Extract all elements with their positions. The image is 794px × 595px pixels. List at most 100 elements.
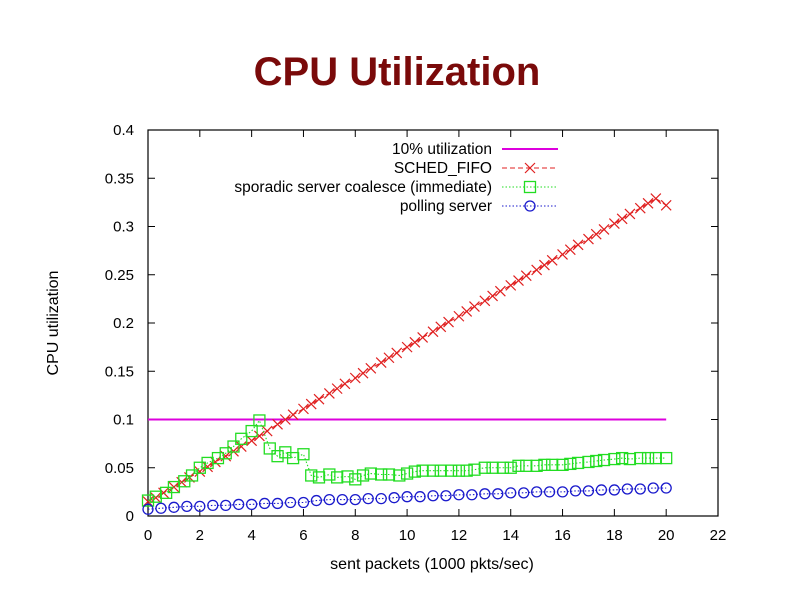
data-point bbox=[556, 486, 569, 498]
data-point bbox=[298, 403, 309, 415]
data-point bbox=[590, 454, 603, 468]
data-point bbox=[452, 464, 466, 477]
data-point bbox=[220, 499, 232, 512]
data-point bbox=[453, 310, 465, 322]
data-point bbox=[414, 491, 426, 503]
data-point bbox=[641, 451, 655, 465]
data-point bbox=[271, 450, 284, 463]
data-point bbox=[375, 357, 387, 368]
data-point bbox=[168, 501, 180, 513]
x-tick-label: 14 bbox=[502, 527, 519, 544]
data-point bbox=[513, 275, 524, 286]
data-point bbox=[608, 484, 621, 496]
data-point bbox=[297, 448, 310, 461]
data-point bbox=[287, 409, 299, 421]
data-point bbox=[443, 316, 454, 328]
series-1 bbox=[142, 193, 672, 507]
data-point bbox=[660, 482, 672, 494]
x-tick-label: 2 bbox=[196, 527, 204, 544]
series-line bbox=[147, 487, 667, 510]
data-point bbox=[323, 493, 336, 506]
data-point bbox=[253, 414, 266, 427]
data-point bbox=[479, 488, 491, 500]
data-point bbox=[543, 486, 556, 498]
data-point bbox=[582, 455, 595, 469]
data-point bbox=[388, 492, 400, 504]
legend-label: polling server bbox=[400, 198, 492, 215]
y-tick-label: 0.05 bbox=[105, 460, 134, 477]
data-point bbox=[427, 490, 439, 502]
data-point bbox=[194, 500, 206, 513]
data-point bbox=[323, 388, 335, 399]
y-tick-label: 0.4 bbox=[113, 122, 134, 139]
data-point bbox=[468, 463, 481, 476]
data-point bbox=[349, 372, 361, 384]
data-point bbox=[557, 249, 568, 260]
data-point bbox=[227, 440, 240, 453]
data-point bbox=[401, 341, 413, 353]
data-point bbox=[518, 487, 530, 499]
data-point bbox=[331, 383, 343, 395]
y-tick-label: 0 bbox=[126, 508, 134, 525]
chart-title: CPU Utilization bbox=[253, 50, 541, 94]
data-point bbox=[460, 464, 473, 477]
data-point bbox=[245, 424, 258, 438]
data-point bbox=[571, 456, 585, 470]
data-point bbox=[479, 295, 491, 307]
data-point bbox=[546, 254, 558, 266]
data-point bbox=[453, 489, 465, 501]
data-point bbox=[193, 461, 206, 474]
data-point bbox=[634, 483, 646, 495]
data-point bbox=[538, 458, 551, 472]
data-point bbox=[650, 193, 662, 204]
data-point bbox=[642, 197, 654, 209]
data-point bbox=[608, 218, 620, 230]
data-point bbox=[608, 452, 621, 466]
y-tick-label: 0.15 bbox=[105, 363, 134, 380]
x-tick-label: 0 bbox=[144, 527, 152, 544]
data-point bbox=[466, 489, 478, 501]
data-point bbox=[492, 488, 504, 500]
data-point bbox=[263, 442, 276, 455]
data-point bbox=[440, 490, 452, 502]
data-point bbox=[155, 502, 167, 514]
data-point bbox=[538, 259, 550, 271]
data-point bbox=[336, 493, 348, 506]
data-point bbox=[478, 461, 491, 474]
data-point bbox=[246, 435, 258, 447]
data-point bbox=[595, 484, 608, 496]
y-tick-label: 0.2 bbox=[113, 315, 134, 332]
data-point bbox=[408, 465, 422, 478]
data-point bbox=[556, 458, 569, 472]
data-point bbox=[598, 223, 610, 235]
series-layer bbox=[141, 193, 673, 515]
data-point bbox=[530, 486, 543, 498]
series-3 bbox=[142, 482, 672, 515]
series-line bbox=[147, 419, 667, 502]
data-point bbox=[427, 326, 439, 338]
data-point bbox=[496, 461, 510, 474]
data-point bbox=[504, 461, 517, 474]
y-tick-label: 0.25 bbox=[105, 267, 134, 284]
data-point bbox=[494, 285, 506, 297]
x-tick-label: 4 bbox=[247, 527, 255, 544]
data-point bbox=[323, 468, 336, 481]
data-point bbox=[615, 451, 629, 465]
y-tick-label: 0.1 bbox=[113, 412, 134, 429]
y-axis-label: CPU utilization bbox=[45, 271, 62, 376]
data-point bbox=[272, 418, 283, 430]
data-point bbox=[660, 199, 672, 211]
data-point bbox=[409, 336, 421, 348]
series-2 bbox=[141, 414, 673, 507]
data-point bbox=[469, 301, 480, 313]
data-point bbox=[279, 414, 291, 425]
data-point bbox=[142, 503, 154, 515]
data-point bbox=[305, 398, 317, 410]
data-point bbox=[530, 459, 543, 472]
data-point bbox=[572, 239, 584, 251]
x-tick-label: 18 bbox=[606, 527, 623, 544]
data-point bbox=[624, 208, 636, 220]
data-point bbox=[647, 482, 659, 494]
x-axis-label: sent packets (1000 pkts/sec) bbox=[330, 556, 534, 573]
legend-label: SCHED_FIFO bbox=[394, 160, 492, 177]
